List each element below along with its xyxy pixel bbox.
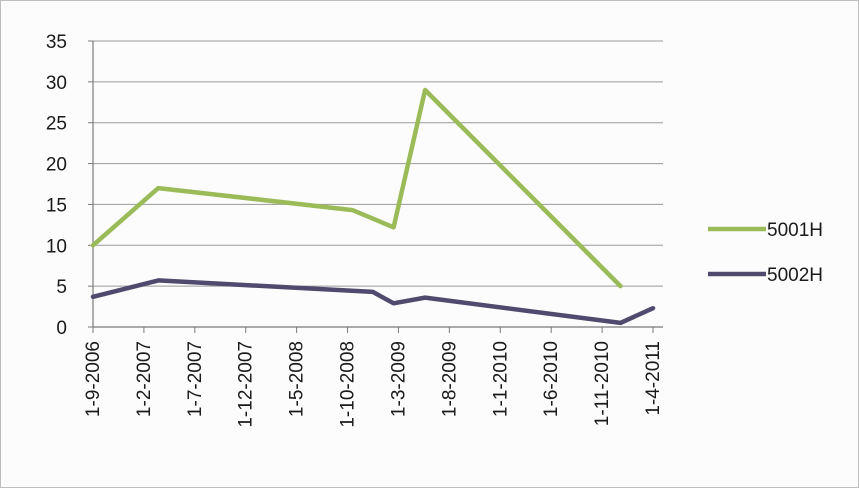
legend-label: 5001H bbox=[767, 220, 823, 241]
series-line-5002H bbox=[90, 278, 656, 326]
axes: 0 5 10 15 20 25 30 35 1-9-2006 1-2-2007 1-7-2007 1-… bbox=[46, 32, 664, 428]
x-tick-label: 1-7-2007 bbox=[185, 341, 206, 417]
y-tick-label: 15 bbox=[46, 195, 67, 216]
gridlines bbox=[93, 40, 663, 287]
x-tick-label: 1-8-2009 bbox=[439, 341, 460, 417]
y-tick-label: 10 bbox=[46, 236, 67, 257]
x-tick-label: 1-12-2007 bbox=[236, 341, 257, 428]
x-tick-label: 1-3-2009 bbox=[388, 341, 409, 417]
series-line-5001H bbox=[90, 87, 623, 289]
x-tick-label: 1-4-2011 bbox=[643, 341, 664, 416]
y-tick-label: 30 bbox=[46, 73, 67, 94]
y-tick-label: 35 bbox=[46, 32, 67, 53]
x-tick-label: 1-10-2008 bbox=[338, 341, 359, 428]
series-lines bbox=[90, 87, 656, 326]
y-tick-label: 25 bbox=[46, 114, 67, 135]
legend: 5001H 5002H bbox=[708, 220, 823, 286]
y-tick-label: 5 bbox=[56, 277, 67, 298]
y-tick-label: 20 bbox=[46, 155, 67, 176]
legend-label: 5002H bbox=[767, 265, 823, 286]
y-tick-label: 0 bbox=[56, 318, 67, 339]
x-tick-label: 1-1-2010 bbox=[490, 341, 511, 417]
x-tick-label: 1-9-2006 bbox=[83, 341, 104, 417]
x-tick-label: 1-2-2007 bbox=[134, 341, 155, 417]
x-tick-label: 1-11-2010 bbox=[592, 341, 613, 426]
x-tick-label: 1-6-2010 bbox=[541, 341, 562, 417]
x-tick-label: 1-5-2008 bbox=[287, 341, 308, 417]
